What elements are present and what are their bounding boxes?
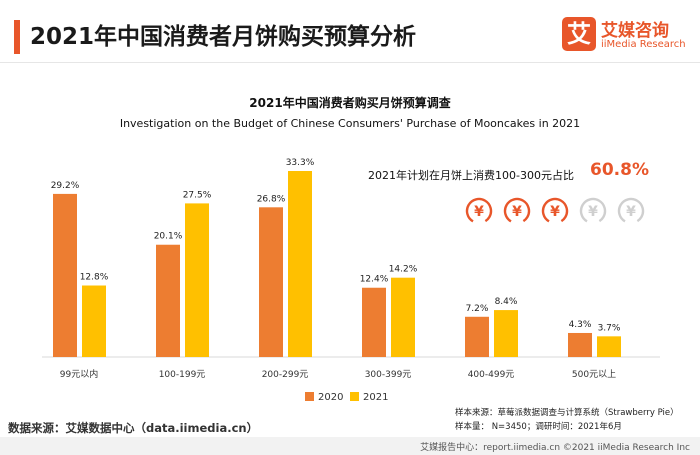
footer-bar: 艾媒报告中心：report.iimedia.cn ©2021 iiMedia R… [0, 437, 700, 455]
legend-item-2021: 2021 [350, 392, 388, 403]
legend-label-2020: 2020 [318, 392, 344, 403]
chart-title: 2021年中国消费者购买月饼预算调查 [249, 96, 451, 110]
data-label-2021-0: 12.8% [80, 273, 109, 283]
bar-2020-5 [568, 332, 592, 357]
bar-2020-4 [465, 316, 489, 357]
data-label-2021-1: 27.5% [183, 190, 212, 200]
yuan-coin-icon: ¥ [503, 197, 531, 225]
bar-2020-1 [156, 244, 180, 357]
data-label-2020-0: 29.2% [51, 181, 80, 191]
legend-label-2021: 2021 [363, 392, 389, 403]
callout-percentage: 60.8% [590, 160, 649, 180]
bar-2021-1 [185, 203, 209, 357]
legend-item-2020: 2020 [305, 392, 343, 403]
bar-2021-0 [82, 285, 106, 357]
bar-2020-0 [53, 193, 77, 357]
callout-text: 2021年计划在月饼上消费100-300元占比 [368, 169, 574, 182]
x-tick-label-1: 100-199元 [159, 370, 206, 380]
bar-2020-3 [362, 287, 386, 357]
data-label-2020-5: 4.3% [569, 320, 592, 330]
bar-2021-5 [597, 336, 621, 357]
yuan-coin-icon: ¥ [541, 197, 569, 225]
bar-2020-2 [259, 207, 283, 357]
data-source: 数据来源：艾媒数据中心（data.iimedia.cn） [8, 421, 259, 435]
chart-subtitle: Investigation on the Budget of Chinese C… [119, 117, 581, 130]
logo-name-en: iiMedia Research [601, 39, 686, 50]
x-tick-label-2: 200-299元 [262, 370, 309, 380]
brand-logo: 艾 艾媒咨询 iiMedia Research [562, 15, 688, 57]
data-label-2020-1: 20.1% [154, 232, 183, 242]
x-tick-label-4: 400-499元 [468, 370, 515, 380]
data-label-2021-4: 8.4% [495, 297, 518, 307]
logo-name-cn: 艾媒咨询 [601, 21, 669, 41]
bar-2021-2 [288, 171, 312, 357]
yuan-coin-icon: ¥ [465, 197, 493, 225]
bar-2021-4 [494, 310, 518, 357]
yuan-coin-icon: ¥ [617, 197, 645, 225]
svg-text:¥: ¥ [626, 204, 636, 220]
page-title: 2021年中国消费者月饼购买预算分析 [30, 24, 417, 50]
data-label-2020-2: 26.8% [257, 194, 286, 204]
data-label-2020-4: 7.2% [466, 304, 489, 314]
svg-text:¥: ¥ [550, 204, 560, 220]
header-accent-bar [14, 20, 20, 54]
data-label-2021-2: 33.3% [286, 158, 315, 168]
logo-mark: 艾 [562, 17, 596, 51]
svg-text:¥: ¥ [512, 204, 522, 220]
yuan-coin-icon: ¥ [579, 197, 607, 225]
legend-swatch-2021 [350, 392, 359, 401]
svg-text:¥: ¥ [474, 204, 484, 220]
footer-text: 艾媒报告中心：report.iimedia.cn ©2021 iiMedia R… [420, 443, 690, 453]
sample-source-note: 样本来源：草莓派数据调查与计算系统（Strawberry Pie） [455, 408, 679, 418]
legend-swatch-2020 [305, 392, 314, 401]
svg-text:¥: ¥ [588, 204, 598, 220]
x-tick-label-5: 500元以上 [572, 369, 616, 380]
data-label-2021-3: 14.2% [389, 265, 418, 275]
data-label-2020-3: 12.4% [360, 275, 389, 285]
bar-2021-3 [391, 277, 415, 357]
header-divider [0, 62, 700, 63]
x-tick-label-3: 300-399元 [365, 370, 412, 380]
x-tick-label-0: 99元以内 [60, 368, 98, 380]
sample-size-note: 样本量： N=3450；调研时间：2021年6月 [455, 422, 622, 432]
data-label-2021-5: 3.7% [598, 323, 621, 333]
